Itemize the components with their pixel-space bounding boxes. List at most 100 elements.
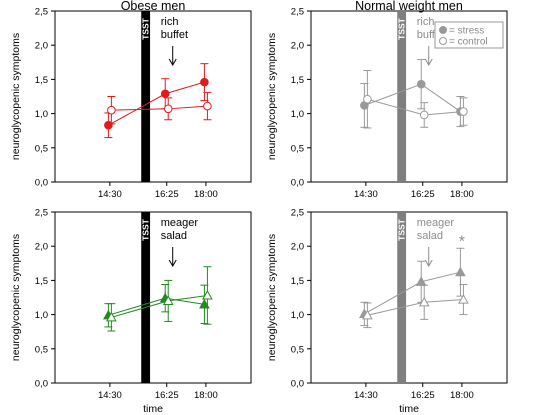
data-point — [455, 266, 466, 277]
panel-title: Obese men — [121, 0, 186, 13]
data-point — [107, 105, 116, 115]
meal-arrow-head — [424, 58, 433, 66]
x-tick-label: 16:25 — [411, 390, 435, 401]
tsst-label: TSST — [397, 218, 407, 241]
data-point — [162, 295, 174, 306]
x-tick-label: 14:30 — [354, 390, 378, 401]
y-tick-label: 0,0 — [35, 178, 48, 189]
data-point — [418, 296, 430, 307]
data-point — [163, 104, 173, 114]
y-axis-label: neuroglycopenic symptoms — [10, 33, 22, 160]
y-tick-label: 2,0 — [35, 41, 48, 52]
series-line — [108, 297, 205, 316]
meal-annotation: buffet — [161, 29, 188, 41]
y-tick-label: 2,0 — [291, 41, 304, 52]
x-tick-label: 18:00 — [194, 390, 218, 401]
significance-marker: * — [459, 233, 465, 250]
data-point — [199, 298, 210, 309]
plot-frame — [310, 211, 508, 384]
y-tick-label: 2,0 — [35, 242, 48, 253]
meal-arrow-head — [168, 58, 177, 66]
y-tick-label: 1,5 — [35, 276, 48, 287]
legend-marker-stress — [439, 26, 447, 34]
plot-frame — [310, 10, 508, 183]
data-point — [160, 89, 170, 99]
legend: = stress= control — [434, 21, 504, 49]
y-tick-label: 1,0 — [291, 310, 304, 321]
tsst-bar — [141, 212, 151, 383]
meal-annotation: salad — [161, 230, 187, 242]
series-stress — [104, 63, 209, 139]
meal-arrow-head — [168, 259, 177, 267]
series-line — [364, 271, 461, 315]
x-tick-label: 18:00 — [194, 189, 218, 200]
series-control — [363, 70, 468, 129]
y-tick-label: 1,5 — [35, 75, 48, 86]
x-tick-label: 14:30 — [98, 189, 122, 200]
x-axis-label: time — [143, 403, 163, 415]
meal-annotation: rich — [417, 16, 435, 28]
meal-annotation: meager — [161, 217, 199, 229]
y-tick-label: 0,5 — [35, 344, 48, 355]
data-point — [363, 94, 372, 104]
y-tick-label: 1,5 — [291, 276, 304, 287]
y-tick-label: 2,5 — [35, 7, 48, 18]
x-tick-label: 16:25 — [155, 390, 179, 401]
series-line — [108, 81, 205, 126]
series-line — [111, 105, 208, 111]
series-line — [367, 98, 464, 116]
data-point — [362, 309, 373, 320]
y-tick-label: 0,5 — [291, 344, 304, 355]
panel-1: 0,0 0,5 1,0 1,5 2,0 2,5 14:30 16:25 18:00 neurogl… — [10, 0, 252, 200]
series-control — [107, 91, 212, 125]
legend-marker-control — [439, 37, 447, 45]
y-tick-label: 0,5 — [291, 143, 304, 154]
data-point — [459, 107, 468, 116]
legend-box — [434, 21, 504, 49]
y-tick-label: 0,0 — [291, 379, 304, 390]
series-line — [111, 294, 208, 318]
y-tick-label: 0,0 — [291, 178, 304, 189]
series-control — [362, 284, 469, 329]
panel-3: 0,0 0,5 1,0 1,5 2,0 2,5 14:30 16:25 18:00 neurogl… — [10, 208, 252, 415]
meal-arrow-head — [424, 259, 433, 267]
y-tick-label: 1,0 — [35, 310, 48, 321]
y-tick-label: 2,5 — [291, 208, 304, 219]
plot-frame — [54, 10, 252, 183]
series-stress — [359, 247, 466, 327]
y-tick-label: 1,0 — [291, 109, 304, 120]
tsst-label: TSST — [141, 218, 151, 241]
tsst-label: TSST — [141, 17, 151, 40]
x-tick-label: 18:00 — [450, 189, 474, 200]
x-tick-label: 14:30 — [354, 189, 378, 200]
series-control — [106, 266, 213, 332]
data-point — [202, 289, 213, 300]
tsst-bar — [397, 212, 407, 383]
tsst-bar — [397, 11, 407, 182]
y-tick-label: 1,0 — [35, 109, 48, 120]
data-point — [203, 101, 212, 111]
data-point — [419, 110, 429, 120]
x-axis-label: time — [399, 403, 419, 415]
tsst-bar — [141, 11, 151, 182]
panel-title: Normal weight men — [355, 0, 463, 13]
meal-annotation: rich — [161, 16, 179, 28]
data-point — [458, 294, 469, 304]
x-tick-label: 16:25 — [155, 189, 179, 200]
series-stress — [103, 284, 210, 328]
meal-annotation: meager — [417, 217, 455, 229]
series-stress — [360, 59, 465, 128]
panel-2: 0,0 0,5 1,0 1,5 2,0 2,5 14:30 16:25 18:00 neurogl… — [266, 0, 508, 200]
x-tick-label: 14:30 — [98, 390, 122, 401]
series-line — [364, 83, 461, 112]
y-tick-label: 0,5 — [35, 143, 48, 154]
x-tick-label: 18:00 — [450, 390, 474, 401]
legend-label-stress: = stress — [449, 26, 484, 37]
y-tick-label: 0,0 — [35, 379, 48, 390]
panel-4: 0,0 0,5 1,0 1,5 2,0 2,5 14:30 16:25 18:00 neurogl… — [266, 208, 508, 415]
y-tick-label: 2,5 — [35, 208, 48, 219]
data-point — [416, 79, 426, 89]
data-point — [104, 120, 113, 130]
y-tick-label: 2,5 — [291, 7, 304, 18]
